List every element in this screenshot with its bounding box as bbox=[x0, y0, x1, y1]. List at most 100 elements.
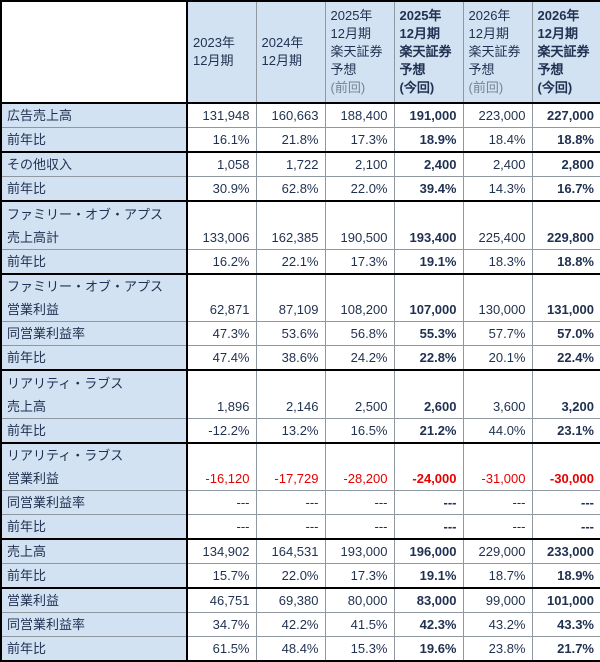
value-cell: 80,000 bbox=[324, 587, 395, 613]
value-cell: 2,400 bbox=[393, 151, 464, 177]
value-cell: 1,722 bbox=[255, 151, 326, 177]
value-cell: --- bbox=[462, 490, 533, 515]
value-cell: 227,000 bbox=[531, 102, 600, 128]
table-row: 前年比 --- --- --- --- --- --- bbox=[0, 514, 600, 540]
value-cell: 56.8% bbox=[324, 321, 395, 346]
value-cell: 62.8% bbox=[255, 176, 326, 202]
row-label-line: 広告売上高 bbox=[7, 108, 73, 123]
value-cell: 160,663 bbox=[255, 102, 326, 128]
value-cell: -17,729 bbox=[255, 441, 326, 491]
row-label: 前年比 bbox=[0, 248, 188, 274]
row-label: 前年比 bbox=[0, 417, 188, 443]
column-header-line: 12月期 bbox=[193, 53, 234, 68]
column-header-line: 2025年 bbox=[399, 8, 442, 23]
table-row: 前年比 -12.2% 13.2% 16.5% 21.2% 44.0% 23.1% bbox=[0, 417, 600, 443]
table-row: リアリティ・ラブス 営業利益 -16,120 -17,729 -28,200 -24,00… bbox=[0, 441, 600, 491]
value-cell: 162,385 bbox=[255, 200, 326, 250]
row-label: リアリティ・ラブス 売上高 bbox=[0, 369, 188, 419]
column-header-line: 2026年 bbox=[537, 8, 580, 23]
value-cell: -16,120 bbox=[186, 441, 257, 491]
row-label-line: その他収入 bbox=[7, 157, 73, 172]
value-cell: 17.3% bbox=[324, 563, 395, 589]
row-label-line: 前年比 bbox=[7, 253, 47, 269]
row-label-line: 前年比 bbox=[7, 568, 47, 583]
value-cell: --- bbox=[255, 490, 326, 515]
value-cell: 42.2% bbox=[255, 612, 326, 637]
value-cell: 223,000 bbox=[462, 102, 533, 128]
value-cell: -30,000 bbox=[531, 441, 600, 491]
value-cell: -12.2% bbox=[186, 417, 257, 443]
value-cell: 107,000 bbox=[393, 272, 464, 322]
table-body: 広告売上高 131,948 160,663 188,400 191,000 223,000… bbox=[0, 102, 600, 662]
value-cell: 229,000 bbox=[462, 538, 533, 564]
row-label: リアリティ・ラブス 営業利益 bbox=[0, 441, 188, 491]
row-label: ファミリー・オブ・アプス 営業利益 bbox=[0, 272, 188, 322]
value-cell: 16.5% bbox=[324, 417, 395, 443]
value-cell: 46,751 bbox=[186, 587, 257, 613]
value-cell: 87,109 bbox=[255, 272, 326, 322]
value-cell: 3,200 bbox=[531, 369, 600, 419]
row-label-line: ファミリー・オブ・アプス bbox=[7, 279, 164, 294]
value-cell: --- bbox=[324, 514, 395, 540]
value-cell: -24,000 bbox=[393, 441, 464, 491]
value-cell: 191,000 bbox=[393, 102, 464, 128]
value-cell: 229,800 bbox=[531, 200, 600, 250]
column-header-line: (今回) bbox=[399, 80, 435, 95]
value-cell: 2,600 bbox=[393, 369, 464, 419]
row-label: 同営業利益率 bbox=[0, 321, 188, 346]
value-cell: 2,146 bbox=[255, 369, 326, 419]
value-cell: --- bbox=[186, 514, 257, 540]
column-header-line: 12月期 bbox=[330, 26, 371, 41]
value-cell: 196,000 bbox=[393, 538, 464, 564]
value-cell: 233,000 bbox=[531, 538, 600, 564]
row-label: ファミリー・オブ・アプス 売上高計 bbox=[0, 200, 188, 250]
column-header-4: 2025年 12月期 楽天証券 予想 (今回) bbox=[393, 0, 464, 104]
value-cell: 69,380 bbox=[255, 587, 326, 613]
column-header-line: 予想 bbox=[330, 62, 357, 77]
value-cell: 83,000 bbox=[393, 587, 464, 613]
value-cell: 18.4% bbox=[462, 127, 533, 153]
value-cell: 22.0% bbox=[324, 176, 395, 202]
column-header-line: 予想 bbox=[468, 62, 495, 77]
value-cell: --- bbox=[255, 514, 326, 540]
row-label-line: 同営業利益率 bbox=[7, 617, 86, 632]
column-header-line: 12月期 bbox=[537, 26, 578, 41]
column-header-5: 2026年 12月期 楽天証券 予想 (前回) bbox=[462, 0, 533, 104]
value-cell: -28,200 bbox=[324, 441, 395, 491]
value-cell: 18.9% bbox=[531, 563, 600, 589]
column-header-line: 予想 bbox=[399, 62, 426, 77]
value-cell: 1,896 bbox=[186, 369, 257, 419]
table-row: ファミリー・オブ・アプス 営業利益 62,871 87,109 108,200 107,0… bbox=[0, 272, 600, 322]
value-cell: 19.1% bbox=[393, 563, 464, 589]
table-header: 2023年 12月期 2024年 12月期 2025年 12月期 楽天証券 予想 (前回) 202… bbox=[0, 0, 600, 104]
column-header-line: 12月期 bbox=[261, 53, 302, 68]
value-cell: 47.4% bbox=[186, 345, 257, 371]
value-cell: 14.3% bbox=[462, 176, 533, 202]
value-cell: 99,000 bbox=[462, 587, 533, 613]
column-header-line: 楽天証券 bbox=[537, 44, 590, 59]
table-row: 同営業利益率 34.7% 42.2% 41.5% 42.3% 43.2% 43.3% bbox=[0, 612, 600, 637]
value-cell: --- bbox=[393, 514, 464, 540]
corner-cell bbox=[0, 0, 188, 104]
value-cell: 19.1% bbox=[393, 248, 464, 274]
column-header-line: 楽天証券 bbox=[399, 44, 452, 59]
table-row: 前年比 16.2% 22.1% 17.3% 19.1% 18.3% 18.8% bbox=[0, 248, 600, 274]
value-cell: 193,000 bbox=[324, 538, 395, 564]
value-cell: 133,006 bbox=[186, 200, 257, 250]
value-cell: 23.1% bbox=[531, 417, 600, 443]
value-cell: 22.0% bbox=[255, 563, 326, 589]
value-cell: 17.3% bbox=[324, 248, 395, 274]
value-cell: 130,000 bbox=[462, 272, 533, 322]
value-cell: 15.3% bbox=[324, 636, 395, 662]
column-header-line: 2024年 bbox=[261, 35, 304, 50]
row-label-line: 前年比 bbox=[7, 519, 47, 534]
value-cell: 18.3% bbox=[462, 248, 533, 274]
row-label: 前年比 bbox=[0, 514, 188, 540]
row-label-line: 前年比 bbox=[7, 181, 47, 196]
row-label: 前年比 bbox=[0, 176, 188, 202]
value-cell: 22.8% bbox=[393, 345, 464, 371]
row-label-line: リアリティ・ラブス bbox=[7, 375, 124, 391]
value-cell: 47.3% bbox=[186, 321, 257, 346]
value-cell: 22.4% bbox=[531, 345, 600, 371]
row-label-line: 売上高 bbox=[7, 544, 47, 559]
